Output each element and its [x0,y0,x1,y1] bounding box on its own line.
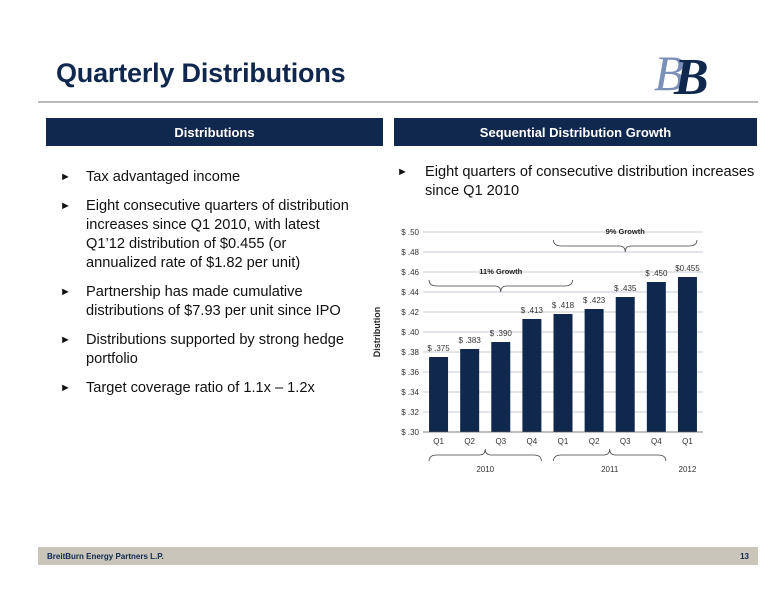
footer-bar: BreitBurn Energy Partners L.P. 13 [38,547,758,565]
bar-value-label: $ .435 [614,284,637,293]
x-tick-label: Q1 [682,437,693,446]
bullet-arrow-icon: ► [60,171,71,183]
title-divider [38,101,758,103]
logo-letter-back: B [654,45,685,100]
growth-annotation: 9% Growth [606,227,646,236]
page-title: Quarterly Distributions [56,58,346,88]
bar-value-label: $ .418 [552,301,575,310]
year-label: 2010 [476,465,494,474]
bar [646,282,666,432]
y-tick-label: $ .48 [401,248,419,257]
growth-header: Sequential Distribution Growth [394,118,757,146]
x-tick-label: Q1 [558,437,569,446]
y-axis-title: Distribution [372,307,382,358]
bullet-item: ► Partnership has made cumulative distrib… [60,284,341,319]
y-tick-label: $ .30 [401,428,419,437]
x-tick-label: Q4 [651,437,662,446]
bar-value-label: $ .383 [459,336,482,345]
bullet-arrow-icon: ► [60,382,71,394]
distribution-bullets: ► Tax advantaged income ► Eight consecutiv… [60,168,360,408]
bar-value-label: $ .375 [427,344,450,353]
year-label: 2012 [679,465,697,474]
bar-value-label: $ .450 [645,269,668,278]
bar [429,357,449,432]
bullet-arrow-icon: ► [60,334,71,346]
y-tick-label: $ .42 [401,308,419,317]
bar-value-label: $0.455 [675,264,700,273]
growth-annotation: 11% Growth [479,267,522,276]
year-brace [553,448,667,462]
bar [584,309,604,432]
x-tick-label: Q3 [620,437,631,446]
bullet-item: ► Eight consecutive quarters of distribut… [60,198,349,271]
company-logo: B B [652,40,732,106]
bar-value-label: $ .413 [521,306,544,315]
growth-brace [428,279,573,293]
bullet-item: ► Distributions supported by strong hedge… [60,332,344,367]
distribution-bar-chart: $ .30 $ .32 $ .34 $ .36 $ .38 $ .40 $ .42 $ .44… [372,227,703,474]
bar-value-label: $ .423 [583,296,606,305]
growth-brace [553,239,698,253]
year-brace [428,448,542,462]
year-label: 2011 [601,465,619,474]
distribution-chart: $ .30 $ .32 $ .34 $ .36 $ .38 $ .40 $ .42 $ .44… [365,222,765,480]
page-number: 13 [740,551,749,561]
bar [615,297,635,432]
bullet-arrow-icon: ► [60,200,71,212]
y-tick-label: $ .50 [401,228,419,237]
bar-value-label: $ .390 [490,329,513,338]
y-tick-label: $ .38 [401,348,419,357]
x-tick-label: Q2 [589,437,600,446]
growth-bullet: ► Eight quarters of consecutive distribu… [397,164,755,199]
bar [491,342,511,432]
bar [460,349,480,432]
bar [553,314,573,432]
x-tick-label: Q1 [433,437,444,446]
distributions-header: Distributions [46,118,383,146]
y-tick-label: $ .44 [401,288,419,297]
bullet-arrow-icon: ► [60,286,71,298]
x-tick-label: Q3 [495,437,506,446]
bar [522,319,542,432]
y-tick-label: $ .32 [401,408,419,417]
bullet-arrow-icon: ► [397,166,408,178]
logo-letter-front: B [673,49,709,100]
bar [677,277,697,432]
bullet-item: ► Target coverage ratio of 1.1x – 1.2x [60,380,315,396]
y-tick-label: $ .40 [401,328,419,337]
footer-company: BreitBurn Energy Partners L.P. [47,551,164,561]
x-tick-label: Q4 [527,437,538,446]
y-tick-label: $ .46 [401,268,419,277]
bullet-item: ► Tax advantaged income [60,169,241,185]
y-tick-label: $ .34 [401,388,419,397]
y-tick-label: $ .36 [401,368,419,377]
x-tick-label: Q2 [464,437,475,446]
